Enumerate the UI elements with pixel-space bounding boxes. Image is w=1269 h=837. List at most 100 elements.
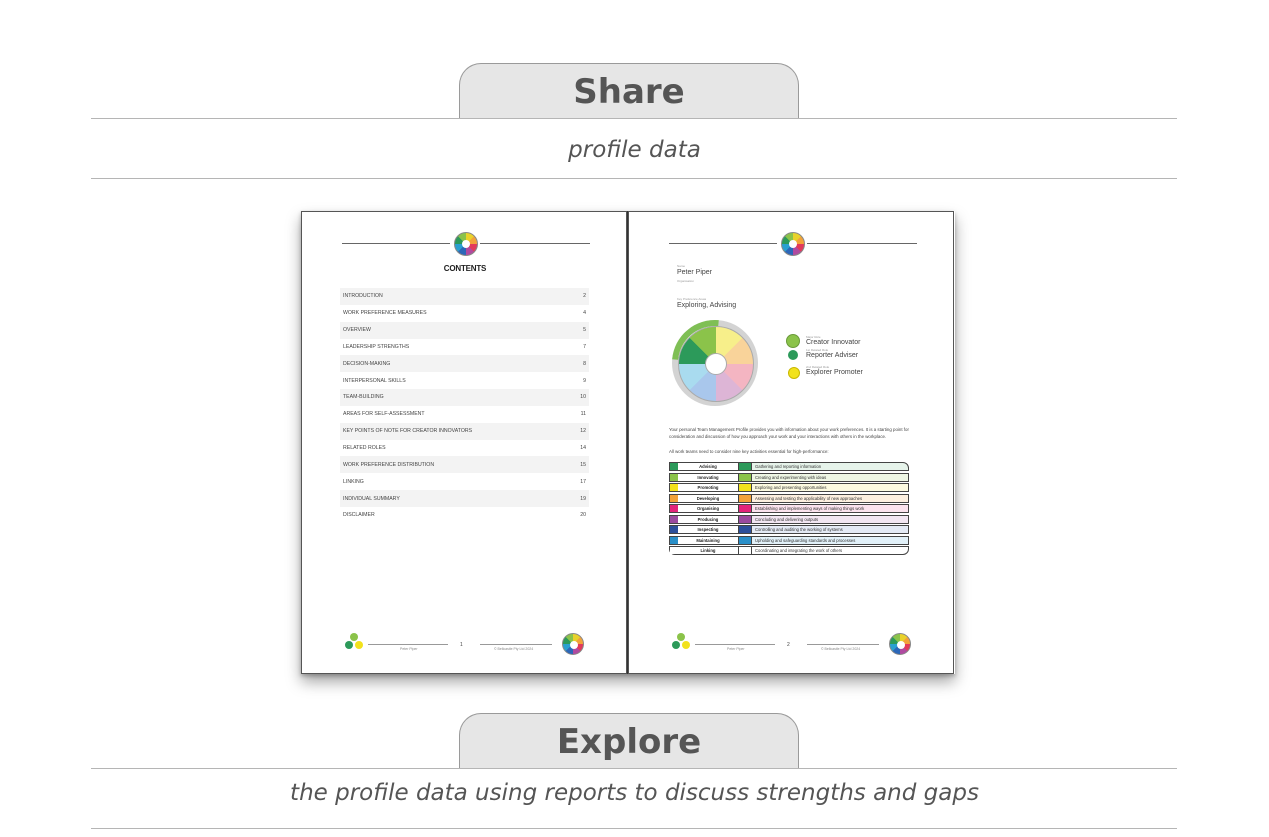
toc-page: 9	[583, 377, 586, 384]
explore-rule-bottom	[91, 828, 1177, 829]
toc-label: DECISION-MAKING	[343, 360, 391, 367]
toc-page: 7	[583, 343, 586, 350]
tmp-wheel-logo-icon	[454, 232, 478, 256]
toc-label: WORK PREFERENCE MEASURES	[343, 310, 427, 317]
activity-swatch	[670, 494, 678, 502]
toc-label: DISCLAIMER	[343, 512, 375, 519]
toc-row: KEY POINTS OF NOTE FOR CREATOR INNOVATOR…	[340, 422, 589, 440]
toc-row: LINKING 17	[340, 473, 589, 490]
activity-row: Promoting Exploring and presenting opport…	[669, 483, 909, 492]
toc-label: RELATED ROLES	[343, 445, 386, 452]
activity-description: Exploring and presenting opportunities	[755, 485, 827, 490]
activity-description: Concluding and delivering outputs	[755, 516, 819, 522]
activity-description: Coordinating and integrating the work of…	[755, 548, 843, 553]
toc-page: 15	[580, 461, 586, 468]
major-role-name: Creator Innovator	[806, 339, 861, 346]
toc-page: 11	[580, 411, 586, 418]
activity-name: Developing	[678, 494, 739, 502]
major-role-dot-icon	[350, 633, 358, 641]
activity-swatch-2	[739, 484, 752, 491]
toc-label: INDIVIDUAL SUMMARY	[343, 495, 400, 502]
footer-copyright-2: © Bellcastle Pty Ltd 2024	[821, 647, 861, 651]
footer-logo-icon-2	[889, 633, 911, 655]
toc-row: LEADERSHIP STRENGTHS 7	[340, 339, 589, 356]
page-footer: Peter Piper 1 © Bellcastle Pty Ltd 2024	[302, 633, 628, 657]
footer-rule-3	[695, 644, 775, 645]
activity-name: Maintaining	[678, 536, 739, 544]
first-related-role-name: Reporter Adviser	[806, 352, 859, 359]
activity-swatch	[670, 526, 678, 533]
second-related-role-label: 2nd Related Role	[806, 365, 830, 369]
activity-name: Promoting	[678, 484, 739, 491]
toc-label: LINKING	[343, 478, 364, 485]
activity-swatch	[670, 463, 678, 470]
toc-page: 12	[580, 428, 586, 435]
share-rule-bottom	[91, 178, 1177, 179]
toc-row: DECISION-MAKING 8	[340, 355, 589, 373]
activity-row: Linking Coordinating and integrating the …	[669, 546, 909, 555]
toc-row: INDIVIDUAL SUMMARY 19	[340, 490, 589, 507]
toc-row: WORK PREFERENCE DISTRIBUTION 15	[340, 456, 589, 474]
activity-row: Innovating Creating and experimenting wit…	[669, 472, 909, 482]
contents-heading: CONTENTS	[443, 264, 487, 273]
toc-page: 2	[583, 293, 586, 300]
activity-description: Assessing and testing the applicability …	[755, 495, 863, 501]
toc-row: RELATED ROLES 14	[340, 440, 589, 457]
major-role-dot-icon-2	[677, 633, 685, 641]
footer-copyright: © Bellcastle Pty Ltd 2024	[494, 647, 534, 651]
activity-swatch-2	[739, 526, 752, 533]
footer-rule-2	[480, 644, 552, 645]
toc-page: 14	[580, 445, 586, 452]
activity-description: Controlling and auditing the working of …	[755, 527, 843, 532]
toc-label: AREAS FOR SELF-ASSESSMENT	[343, 411, 425, 418]
related-role-dot-icon-4	[682, 641, 690, 649]
activity-name: Linking	[678, 547, 739, 554]
activity-swatch	[670, 484, 678, 491]
activity-swatch	[670, 547, 678, 554]
top-rule-left-2	[669, 243, 777, 244]
first-related-role-icon	[788, 350, 798, 360]
activity-row: Organising Establishing and implementing …	[669, 504, 909, 513]
major-role-icon	[786, 334, 800, 348]
share-subtitle: profile data	[568, 137, 701, 163]
major-role-label: Major Role	[806, 335, 821, 339]
activity-swatch	[670, 536, 678, 544]
activity-name: Organising	[678, 505, 739, 512]
top-rule-left	[342, 243, 450, 244]
share-title: Share	[573, 71, 685, 112]
toc-label: OVERVIEW	[343, 327, 371, 334]
toc-row: TEAM-BUILDING 10	[340, 389, 589, 406]
activity-row: Inspecting Controlling and auditing the w…	[669, 525, 909, 534]
top-rule-right-2	[807, 243, 917, 244]
toc-row: AREAS FOR SELF-ASSESSMENT 11	[340, 406, 589, 423]
footer-logo-icon	[562, 633, 584, 655]
activity-description: Creating and experimenting with ideas	[755, 474, 827, 480]
name-label: Name	[677, 264, 686, 268]
explore-tab: Explore	[459, 713, 799, 769]
explore-title: Explore	[556, 721, 702, 762]
intro-paragraph: Your personal Team Management Profile pr…	[669, 427, 909, 439]
activity-description: Establishing and implementing ways of ma…	[755, 506, 865, 511]
activities-table: Advising Gathering and reporting informat…	[669, 462, 909, 557]
page-footer-2: Peter Piper 2 © Bellcastle Pty Ltd 2024	[629, 633, 955, 657]
tmp-wheel-logo-icon-2	[781, 232, 805, 256]
activity-swatch-2	[739, 463, 752, 470]
activity-swatch	[670, 473, 678, 481]
organisation-label: Organisation	[677, 279, 695, 283]
profile-wheel-center	[705, 353, 727, 375]
footer-rule-4	[807, 644, 879, 645]
activity-row: Maintaining Upholding and safeguarding st…	[669, 535, 909, 545]
footer-page-number-2: 2	[787, 642, 790, 648]
profile-wheel-ring	[672, 320, 758, 406]
toc-label: INTERPERSONAL SKILLS	[343, 377, 406, 384]
activity-swatch-2	[739, 505, 752, 512]
toc-label: INTRODUCTION	[343, 293, 383, 300]
activity-name: Inspecting	[678, 526, 739, 533]
activity-description: Upholding and safeguarding standards and…	[755, 537, 856, 543]
activity-description: Gathering and reporting information	[755, 464, 822, 469]
footer-name: Peter Piper	[400, 647, 418, 651]
activity-swatch-2	[739, 536, 752, 544]
activity-swatch-2	[739, 515, 752, 523]
toc-page: 17	[580, 478, 586, 485]
activity-swatch-2	[739, 547, 752, 554]
